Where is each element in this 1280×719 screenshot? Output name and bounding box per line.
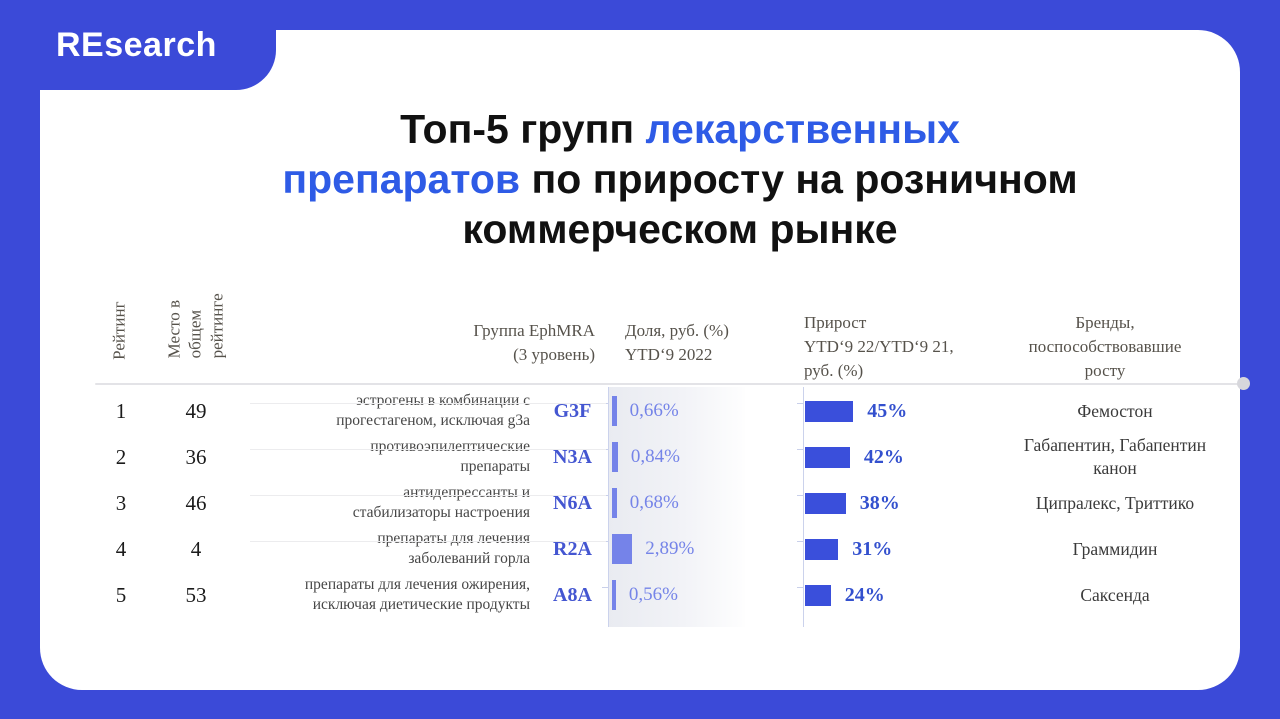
place-cell: 46 xyxy=(185,490,207,515)
rank-cell: 2 xyxy=(115,444,127,469)
group-name-cell: противоэпилептические препараты xyxy=(370,438,530,475)
growth-cell: 38% xyxy=(803,480,945,526)
row-separator xyxy=(250,495,606,496)
column-header-share: Доля, руб. (%) YTD‘9 2022 xyxy=(625,321,729,364)
share-value-label: 0,68% xyxy=(629,492,679,513)
growth-value-label: 31% xyxy=(852,537,893,560)
growth-value-label: 42% xyxy=(863,445,904,468)
share-bar xyxy=(612,534,633,564)
growth-bar xyxy=(805,492,846,514)
title-segment-1: Топ-5 групп xyxy=(400,106,646,152)
title-segment-2-highlight: лекарственных препаратов xyxy=(282,106,960,203)
group-name-cell: препараты для лечения ожирения, исключая… xyxy=(304,576,530,613)
share-axis xyxy=(608,387,609,627)
growth-cell: 42% xyxy=(803,434,945,480)
axis-tick xyxy=(797,587,803,588)
brands-cell: Граммидин xyxy=(1072,538,1158,559)
logo: REsearch xyxy=(56,25,217,64)
table-row: 3 46 антидепрессанты и стабилизаторы нас… xyxy=(95,480,1245,526)
table-row: 2 36 противоэпилептические препараты N3A… xyxy=(95,434,1245,480)
brands-cell: Габапентин, Габапентин канон xyxy=(1023,435,1207,478)
share-bar xyxy=(612,442,618,472)
spacer-cell xyxy=(745,526,803,572)
share-cell: 0,66% xyxy=(605,388,745,434)
share-cell: 0,84% xyxy=(605,434,745,480)
table-row: 4 4 препараты для лечения заболеваний го… xyxy=(95,526,1245,572)
rank-cell: 1 xyxy=(115,398,127,423)
growth-bar xyxy=(805,446,850,468)
axis-tick xyxy=(797,541,803,542)
group-name-cell: антидепрессанты и стабилизаторы настроен… xyxy=(352,484,530,521)
share-value-label: 2,89% xyxy=(645,538,695,559)
growth-cell: 31% xyxy=(803,526,945,572)
share-value-label: 0,56% xyxy=(628,584,678,605)
ephmra-code-cell: A8A xyxy=(553,583,592,606)
brands-cell: Ципралекс, Триттико xyxy=(1035,492,1195,513)
share-bar xyxy=(612,580,616,610)
share-cell: 0,68% xyxy=(605,480,745,526)
growth-value-label: 24% xyxy=(844,583,885,606)
share-cell: 0,56% xyxy=(605,572,745,618)
place-cell: 36 xyxy=(185,444,207,469)
growth-bar xyxy=(805,400,854,422)
spacer-cell xyxy=(745,572,803,618)
table-body: 1 49 эстрогены в комбинации с прогестаге… xyxy=(95,388,1245,618)
place-cell: 49 xyxy=(185,398,207,423)
column-header-growth: Прирост YTD‘9 22/YTD‘9 21, руб. (%) xyxy=(804,313,954,380)
axis-tick xyxy=(797,495,803,496)
axis-tick xyxy=(797,403,803,404)
growth-cell: 24% xyxy=(803,572,945,618)
growth-bar xyxy=(805,538,839,560)
rank-cell: 4 xyxy=(115,536,127,561)
row-separator xyxy=(250,541,606,542)
share-value-label: 0,84% xyxy=(630,446,680,467)
logo-tab: REsearch xyxy=(0,0,276,90)
row-separator xyxy=(250,403,606,404)
column-header-rank: Рейтинг xyxy=(109,301,129,361)
header-divider-line xyxy=(95,383,1238,385)
spacer-cell xyxy=(745,388,803,434)
ephmra-code-cell: G3F xyxy=(553,399,592,422)
table-row: 5 53 препараты для лечения ожирения, иск… xyxy=(95,572,1245,618)
share-bar xyxy=(612,396,617,426)
page-title: Топ-5 групп лекарственных препаратов по … xyxy=(180,104,1180,254)
spacer-cell xyxy=(745,480,803,526)
ephmra-code-cell: N3A xyxy=(553,445,592,468)
column-header-brands: Бренды, поспособствовавшие росту xyxy=(1028,313,1182,380)
rank-cell: 3 xyxy=(115,490,127,515)
share-bar xyxy=(612,488,617,518)
axis-tick xyxy=(797,449,803,450)
divider-end-dot-icon xyxy=(1237,377,1250,390)
growth-axis xyxy=(803,387,804,627)
row-separator xyxy=(250,449,606,450)
growth-cell: 45% xyxy=(803,388,945,434)
column-header-group: Группа EphMRA (3 уровень) xyxy=(473,321,595,364)
column-header-place: Место в общем рейтинге xyxy=(165,293,227,359)
ephmra-code-cell: R2A xyxy=(553,537,592,560)
spacer-cell xyxy=(745,434,803,480)
share-value-label: 0,66% xyxy=(629,400,679,421)
slide-card: Топ-5 групп лекарственных препаратов по … xyxy=(40,30,1250,690)
share-column-gradient xyxy=(608,387,745,627)
ephmra-code-cell: N6A xyxy=(553,491,592,514)
place-cell: 53 xyxy=(185,582,207,607)
group-name-cell: препараты для лечения заболеваний горла xyxy=(377,530,530,567)
growth-bar xyxy=(805,584,831,606)
brands-cell: Фемостон xyxy=(1077,400,1153,421)
growth-value-label: 45% xyxy=(867,399,908,422)
title-segment-3: по приросту на розничном коммерческом ры… xyxy=(462,156,1078,253)
share-cell: 2,89% xyxy=(605,526,745,572)
growth-value-label: 38% xyxy=(859,491,900,514)
axis-tick xyxy=(602,587,608,588)
table-row: 1 49 эстрогены в комбинации с прогестаге… xyxy=(95,388,1245,434)
place-cell: 4 xyxy=(190,536,202,561)
rank-cell: 5 xyxy=(115,582,127,607)
brands-cell: Саксенда xyxy=(1080,584,1150,605)
group-name-cell: эстрогены в комбинации с прогестагеном, … xyxy=(336,392,530,429)
